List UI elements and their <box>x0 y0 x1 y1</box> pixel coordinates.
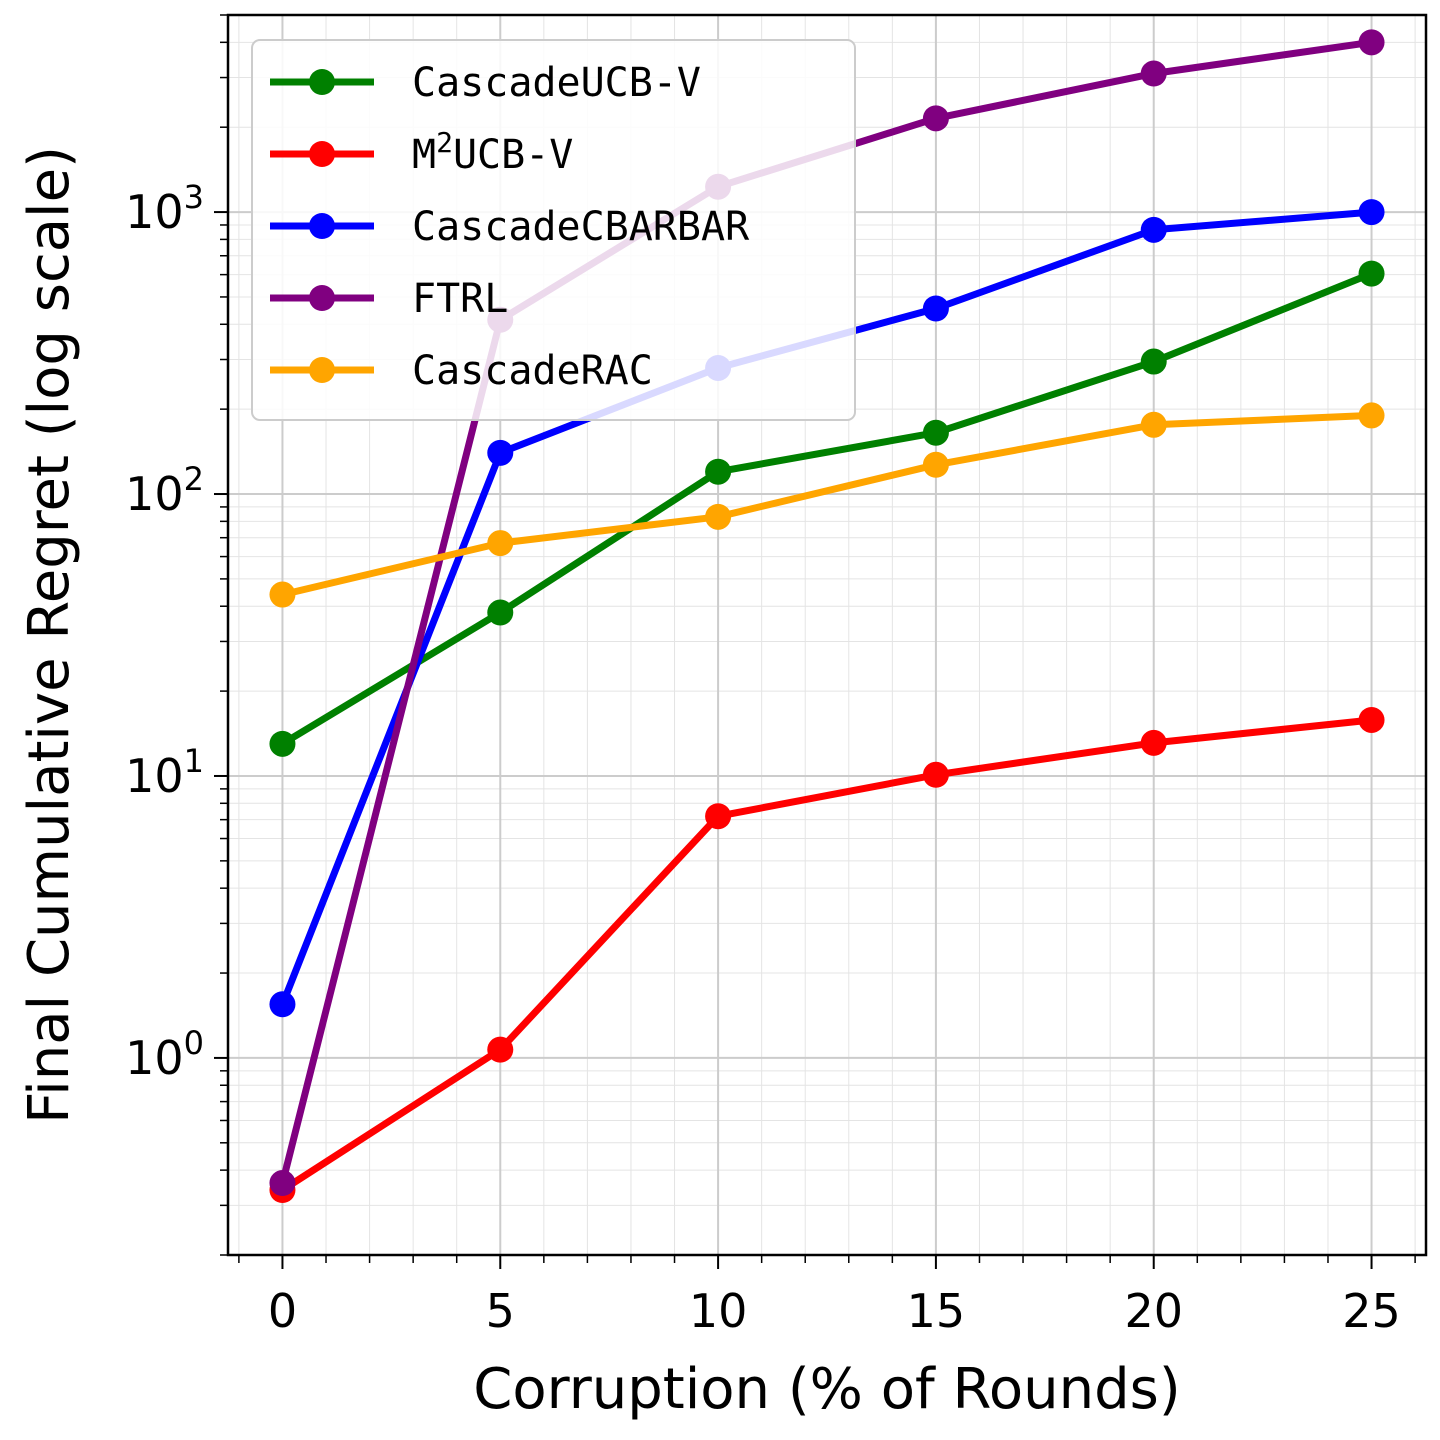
data-point <box>705 458 732 485</box>
y-tick-label: 103 <box>125 178 204 239</box>
series-CascadeUCB-V <box>269 260 1385 757</box>
data-point <box>1358 402 1385 429</box>
x-tick-label: 5 <box>486 1284 515 1338</box>
legend-item: CascadeUCB-V <box>270 60 701 106</box>
y-tick-label: 100 <box>125 1024 204 1085</box>
series-CascadeRAC <box>269 402 1385 608</box>
data-point <box>269 581 296 608</box>
legend-marker <box>309 285 335 311</box>
data-point <box>487 599 514 626</box>
data-point <box>487 530 514 557</box>
data-point <box>1140 411 1167 438</box>
data-point <box>487 1036 514 1063</box>
series-M2UCB-V <box>269 706 1385 1204</box>
plot-frame <box>226 13 1428 1257</box>
data-point <box>705 503 732 530</box>
data-point <box>1358 199 1385 226</box>
legend-item: CascadeRAC <box>270 348 653 394</box>
tick-labels: 0 5 10 15 20 25 100 101 102 103 <box>125 178 1401 1338</box>
series-line <box>279 270 1375 748</box>
data-point <box>1358 29 1385 56</box>
x-tick-label: 10 <box>689 1284 748 1338</box>
data-point <box>705 803 732 830</box>
data-point <box>922 105 949 132</box>
axis-ticks <box>214 14 1416 1269</box>
data-point <box>1140 729 1167 756</box>
legend-marker <box>309 69 335 95</box>
data-point <box>1140 60 1167 87</box>
data-point <box>922 419 949 446</box>
data-point <box>922 761 949 788</box>
x-axis-label: Corruption (% of Rounds) <box>473 1357 1180 1422</box>
legend-marker <box>309 357 335 383</box>
legend-item: CascadeCBARBAR <box>270 204 750 250</box>
legend-label: CascadeRAC <box>412 348 653 394</box>
data-point <box>1140 216 1167 243</box>
legend-marker <box>309 141 335 167</box>
series-line <box>279 411 1375 599</box>
data-point <box>1140 348 1167 375</box>
y-tick-label: 102 <box>125 460 204 521</box>
y-tick-label: 101 <box>125 742 204 803</box>
data-point <box>1358 706 1385 733</box>
legend: CascadeUCB-V M2UCB-V CascadeCBARBAR FTRL Cas… <box>251 39 856 421</box>
legend-item: M2UCB-V <box>270 126 573 178</box>
legend-label: FTRL <box>412 276 508 322</box>
x-tick-label: 25 <box>1342 1284 1401 1338</box>
legend-label: M2UCB-V <box>412 126 573 178</box>
data-point <box>1358 260 1385 287</box>
legend-box <box>251 39 856 421</box>
legend-label: CascadeCBARBAR <box>412 204 750 250</box>
data-point <box>922 451 949 478</box>
data-point <box>269 1170 296 1197</box>
legend-marker <box>309 213 335 239</box>
y-axis-label: Final Cumulative Regret (log scale) <box>17 146 82 1124</box>
data-point <box>922 295 949 322</box>
legend-label: CascadeUCB-V <box>412 60 701 106</box>
x-tick-label: 20 <box>1124 1284 1183 1338</box>
legend-item: FTRL <box>270 276 508 322</box>
x-tick-label: 15 <box>907 1284 966 1338</box>
data-point <box>487 439 514 466</box>
data-point <box>269 730 296 757</box>
series-line <box>279 716 1375 1194</box>
data-point <box>269 991 296 1018</box>
x-tick-label: 0 <box>268 1284 297 1338</box>
